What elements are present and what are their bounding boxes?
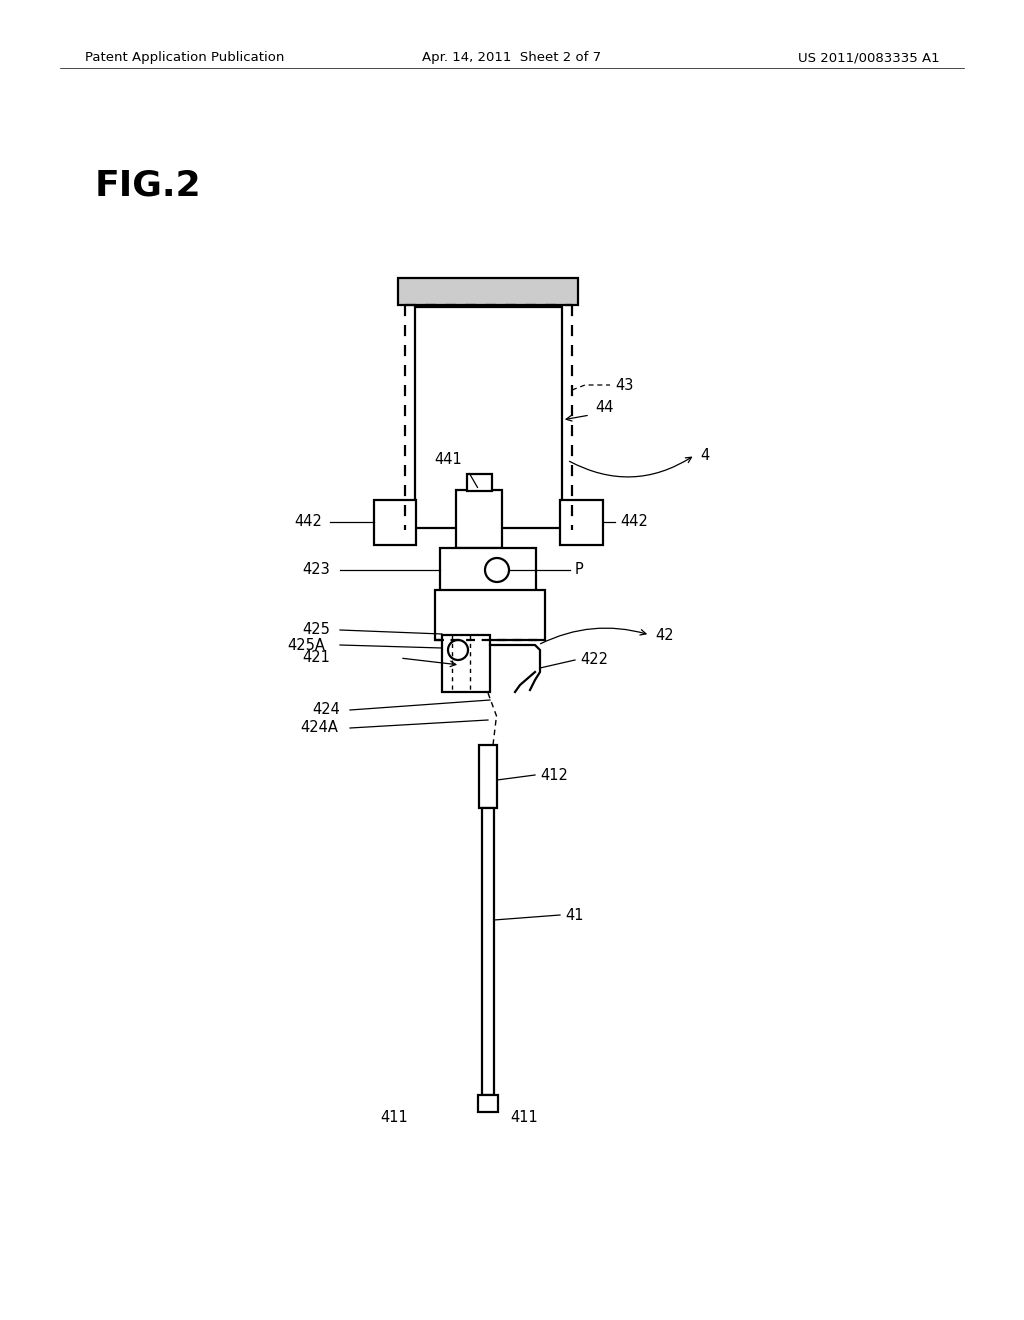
Bar	[467, 474, 492, 491]
Text: 423: 423	[302, 562, 330, 578]
Text: P: P	[575, 562, 584, 578]
Text: 442: 442	[294, 515, 322, 529]
Text: 424: 424	[312, 702, 340, 718]
Bar	[374, 500, 416, 545]
Text: 4: 4	[700, 447, 710, 462]
Bar	[479, 744, 497, 808]
Text: 421: 421	[302, 651, 330, 665]
Text: 441: 441	[434, 453, 462, 467]
Bar	[478, 1096, 498, 1111]
Text: 44: 44	[595, 400, 613, 416]
Text: 42: 42	[655, 627, 674, 643]
Text: 424A: 424A	[300, 721, 338, 735]
Text: 425A: 425A	[287, 638, 325, 652]
Text: 442: 442	[620, 515, 648, 529]
Text: 412: 412	[540, 767, 568, 783]
Bar	[442, 635, 490, 692]
Text: 43: 43	[615, 378, 634, 392]
Bar	[440, 548, 536, 591]
Text: Apr. 14, 2011  Sheet 2 of 7: Apr. 14, 2011 Sheet 2 of 7	[423, 51, 601, 65]
Bar	[560, 500, 603, 545]
Text: Patent Application Publication: Patent Application Publication	[85, 51, 285, 65]
Bar	[415, 308, 562, 528]
Text: FIG.2: FIG.2	[95, 168, 202, 202]
Bar	[435, 590, 545, 640]
Text: US 2011/0083335 A1: US 2011/0083335 A1	[799, 51, 940, 65]
Text: 422: 422	[580, 652, 608, 668]
Text: 411: 411	[510, 1110, 538, 1126]
Text: 41: 41	[565, 908, 584, 923]
Text: 411: 411	[380, 1110, 408, 1126]
Text: 425: 425	[302, 623, 330, 638]
Bar	[456, 490, 502, 548]
Bar	[398, 279, 578, 305]
Bar	[482, 808, 494, 1096]
